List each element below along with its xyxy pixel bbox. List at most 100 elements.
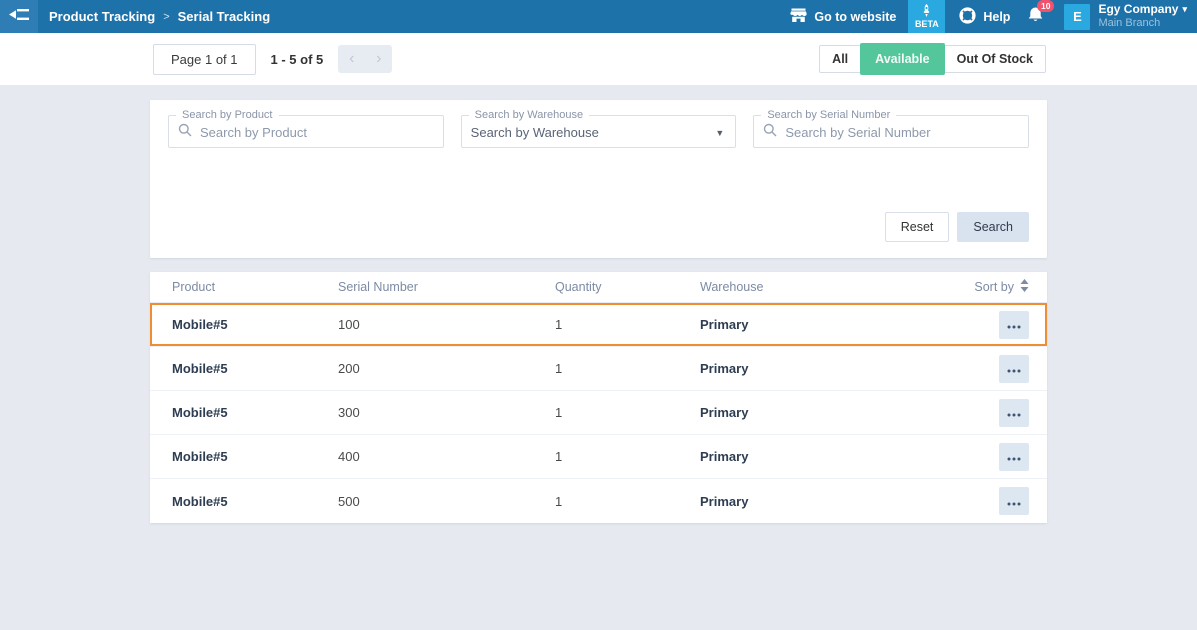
column-header-warehouse: Warehouse	[700, 280, 764, 294]
cell-serial-number: 100	[338, 317, 360, 332]
menu-collapse-icon	[9, 8, 29, 26]
cell-product: Mobile#5	[172, 493, 228, 509]
breadcrumb-serial-tracking[interactable]: Serial Tracking	[177, 9, 271, 24]
page-selector-button[interactable]: Page 1 of 1	[153, 43, 256, 75]
ellipsis-icon	[1007, 494, 1021, 509]
reset-button[interactable]: Reset	[884, 212, 950, 242]
bell-icon	[1027, 6, 1044, 27]
table-row[interactable]: Mobile#5 100 1 Primary	[150, 303, 1047, 347]
next-page-button[interactable]: ›	[376, 50, 382, 67]
search-by-serial-label: Search by Serial Number	[767, 109, 891, 121]
search-icon	[178, 123, 192, 142]
topbar-right-group: Go to website BETA	[790, 0, 1197, 33]
table-header-row: Product Serial Number Quantity Warehouse…	[150, 272, 1047, 303]
table-row[interactable]: Mobile#5 200 1 Primary	[150, 347, 1047, 391]
table-row[interactable]: Mobile#5 500 1 Primary	[150, 479, 1047, 523]
avatar-initial: E	[1073, 9, 1082, 24]
cell-warehouse: Primary	[700, 361, 749, 376]
column-header-serial-number: Serial Number	[338, 280, 418, 294]
search-filters-panel: Search by Product Search by Warehouse Se…	[150, 100, 1047, 258]
main-content: Search by Product Search by Warehouse Se…	[0, 85, 1197, 523]
column-header-quantity: Quantity	[555, 280, 602, 294]
cell-quantity: 1	[555, 317, 563, 332]
beta-label: BETA	[914, 18, 939, 29]
filter-all-button[interactable]: All	[819, 45, 862, 73]
cell-serial-number: 400	[338, 449, 360, 464]
cell-serial-number: 500	[338, 493, 360, 509]
row-actions-menu-button[interactable]	[999, 442, 1029, 471]
lifebuoy-help-icon	[959, 6, 976, 27]
row-actions-menu-button[interactable]	[999, 310, 1029, 339]
search-by-serial-field: Search by Serial Number	[753, 109, 1030, 148]
search-icon	[763, 123, 777, 142]
breadcrumb: Product Tracking > Serial Tracking	[49, 9, 270, 24]
cell-product: Mobile#5	[172, 317, 228, 332]
row-actions-menu-button[interactable]	[999, 487, 1029, 515]
row-actions	[999, 354, 1029, 383]
cell-serial-number: 200	[338, 361, 360, 376]
cell-quantity: 1	[555, 493, 563, 509]
search-by-product-field: Search by Product	[168, 109, 444, 148]
beta-badge[interactable]: BETA	[908, 0, 946, 33]
notification-count-badge: 10	[1036, 0, 1055, 12]
search-button[interactable]: Search	[957, 212, 1029, 242]
search-by-product-input[interactable]	[200, 125, 434, 140]
notifications-button[interactable]: 10	[1027, 0, 1055, 28]
cell-product: Mobile#5	[172, 361, 228, 376]
company-name: Egy Company	[1098, 2, 1179, 17]
results-range-label: 1 - 5 of 5	[270, 51, 324, 67]
previous-page-button[interactable]: ‹	[349, 50, 355, 67]
sort-by-label: Sort by	[974, 280, 1014, 294]
cell-product: Mobile#5	[172, 405, 228, 420]
search-by-product-label: Search by Product	[182, 109, 273, 121]
filter-available-button[interactable]: Available	[860, 43, 945, 75]
stock-filter-segmented-control: All Available Out Of Stock	[819, 43, 1046, 75]
ellipsis-icon	[1007, 361, 1021, 376]
dropdown-caret-icon: ▼	[715, 127, 725, 138]
help-button[interactable]: Help	[959, 6, 1011, 27]
cell-quantity: 1	[555, 405, 563, 420]
list-toolbar: Page 1 of 1 1 - 5 of 5 ‹ › All Available…	[0, 33, 1197, 85]
go-to-website-button[interactable]: Go to website	[790, 8, 896, 26]
column-header-product: Product	[172, 280, 216, 294]
top-navigation-bar: Product Tracking > Serial Tracking Go to…	[0, 0, 1197, 33]
breadcrumb-separator-icon: >	[163, 10, 170, 23]
row-actions	[999, 398, 1029, 427]
warehouse-select-value: Search by Warehouse	[470, 125, 599, 140]
help-label: Help	[983, 9, 1011, 24]
chevron-down-icon: ▾	[1182, 4, 1187, 14]
sort-arrows-icon	[1020, 279, 1029, 295]
warehouse-select[interactable]: Search by Warehouse ▼	[462, 121, 736, 147]
row-actions	[999, 310, 1029, 339]
rocket-icon	[921, 3, 932, 20]
cell-warehouse: Primary	[700, 493, 749, 509]
ellipsis-icon	[1007, 405, 1021, 420]
row-actions	[999, 487, 1029, 515]
serial-tracking-table: Product Serial Number Quantity Warehouse…	[150, 272, 1047, 523]
table-row[interactable]: Mobile#5 300 1 Primary	[150, 391, 1047, 435]
cell-warehouse: Primary	[700, 449, 749, 464]
avatar[interactable]: E	[1064, 3, 1091, 30]
search-by-warehouse-field: Search by Warehouse Search by Warehouse …	[460, 109, 737, 148]
cell-quantity: 1	[555, 449, 563, 464]
company-menu[interactable]: Egy Company ▾ Main Branch	[1098, 2, 1187, 31]
cell-warehouse: Primary	[700, 317, 749, 332]
sidebar-collapse-button[interactable]	[0, 0, 38, 33]
row-actions	[999, 442, 1029, 471]
ellipsis-icon	[1007, 449, 1021, 464]
search-by-warehouse-label: Search by Warehouse	[474, 109, 584, 121]
table-body: Mobile#5 100 1 Primary Mobile#5 200 1 Pr…	[150, 303, 1047, 523]
storefront-icon	[790, 8, 808, 26]
table-row[interactable]: Mobile#5 400 1 Primary	[150, 435, 1047, 479]
row-actions-menu-button[interactable]	[999, 398, 1029, 427]
filter-out-of-stock-button[interactable]: Out Of Stock	[943, 45, 1046, 73]
cell-serial-number: 300	[338, 405, 360, 420]
search-by-serial-input[interactable]	[785, 125, 1020, 140]
pagination-arrows: ‹ ›	[338, 45, 393, 73]
breadcrumb-product-tracking[interactable]: Product Tracking	[49, 9, 156, 24]
row-actions-menu-button[interactable]	[999, 354, 1029, 383]
cell-product: Mobile#5	[172, 449, 228, 464]
go-to-website-label: Go to website	[814, 9, 897, 24]
ellipsis-icon	[1007, 317, 1021, 332]
sort-by-control[interactable]: Sort by	[974, 279, 1029, 295]
